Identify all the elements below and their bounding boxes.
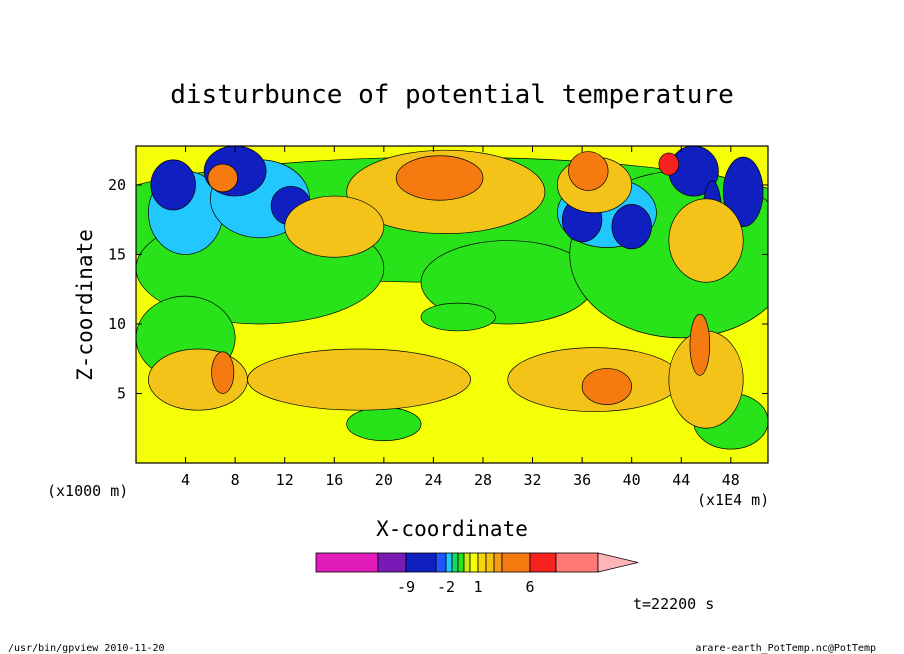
plot-frame [135,145,769,464]
heatmap-field [136,146,768,463]
contour-region-22 [668,198,744,283]
colorbar-swatch [377,552,407,573]
contour-region-24 [568,151,609,191]
x-tick-label: 44 [672,471,690,489]
x-axis-title: X-coordinate [376,517,528,541]
colorbar-swatch [315,552,379,573]
x-tick-label: 48 [722,471,740,489]
x-unit-left: (x1000 m) [47,482,128,500]
x-tick-label: 40 [623,471,641,489]
contour-region-27 [247,348,471,411]
x-tick-label: 16 [325,471,343,489]
contour-region-11 [150,159,196,211]
contour-region-31 [581,368,633,405]
colorbar-swatch [485,552,495,573]
colorbar-swatch [457,552,465,573]
colorbar-swatch [445,552,453,573]
x-tick-label: 24 [424,471,442,489]
x-axis: 4 8 12 16 20 24 28 32 36 40 44 48 [181,146,740,489]
y-tick-label: 20 [108,176,126,194]
contour-region-15 [611,204,652,250]
y-axis: 5 10 15 20 [108,176,768,402]
colorbar-label: 6 [525,578,534,596]
contour-region-17 [723,156,764,227]
contour-region-25 [207,163,238,193]
colorbar-swatch [555,552,599,573]
x-tick-label: 32 [524,471,542,489]
x-unit-right: (x1E4 m) [697,491,769,509]
contour-region-5 [346,407,422,442]
footer-right: arare-earth_PotTemp.nc@PotTemp [695,643,876,654]
contour-region-32 [689,313,711,376]
x-tick-label: 8 [231,471,240,489]
x-tick-label: 4 [181,471,190,489]
x-tick-label: 12 [276,471,294,489]
colorbar-swatch [469,552,479,573]
y-tick-label: 15 [108,245,126,263]
colorbar-swatch [493,552,503,573]
colorbar-extend-arrow [597,552,639,573]
contour-region-26 [658,152,680,176]
contour-region-6 [420,302,496,332]
colorbar-swatch [501,552,531,573]
colorbar-swatch [451,552,459,573]
colorbar-swatch [463,552,471,573]
x-tick-label: 36 [573,471,591,489]
colorbar-swatch [477,552,487,573]
colorbar-label: -2 [437,578,455,596]
x-tick-label: 28 [474,471,492,489]
y-axis-title: Z-coordinate [73,229,97,381]
chart-title: disturbunce of potential temperature [170,80,734,110]
colorbar-label: -9 [397,578,415,596]
colorbar-swatch [435,552,447,573]
footer-left: /usr/bin/gpview 2010-11-20 [8,643,165,654]
x-tick-label: 20 [375,471,393,489]
colorbar-label: 1 [473,578,482,596]
time-label: t=22200 s [633,595,714,613]
contour-region-20 [284,195,385,258]
colorbar-labels: -9 -2 1 6 [397,578,535,596]
y-tick-label: 5 [117,384,126,402]
colorbar [315,552,639,573]
y-tick-label: 10 [108,315,126,333]
contour-region-33 [211,351,235,394]
contour-region-23 [395,155,484,201]
colorbar-swatch [529,552,557,573]
colorbar-swatch [405,552,437,573]
